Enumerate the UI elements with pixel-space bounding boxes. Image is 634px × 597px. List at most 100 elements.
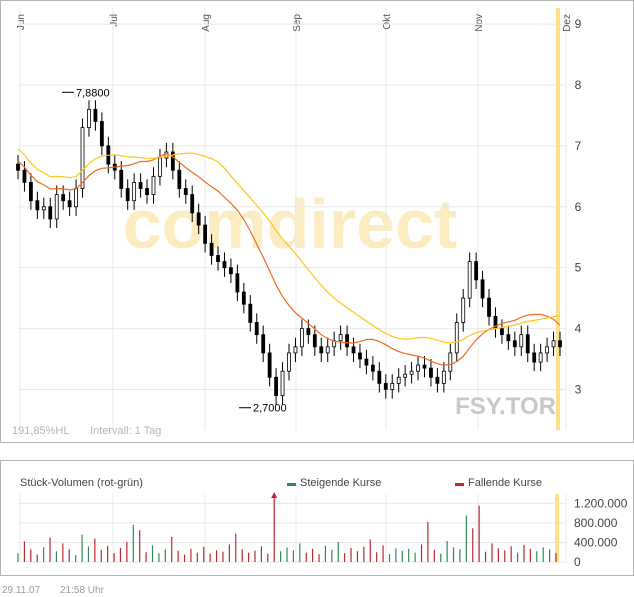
candle-body <box>145 188 149 195</box>
candle-body <box>532 352 537 363</box>
legend-rising-label: Steigende Kurse <box>300 477 381 489</box>
candle-body <box>216 255 220 262</box>
candle-body <box>325 346 330 354</box>
candle-body <box>409 370 414 375</box>
candle-body <box>358 352 362 360</box>
candle-body <box>35 200 40 211</box>
candle-body <box>416 364 420 372</box>
candle-body <box>16 163 20 171</box>
candle-body <box>474 261 479 281</box>
candle-body <box>190 194 195 214</box>
candle-body <box>254 322 259 336</box>
candle-body <box>203 224 208 244</box>
candle-body <box>480 279 485 299</box>
candle-body <box>383 382 388 390</box>
candle-body <box>500 328 504 336</box>
candle-body <box>261 334 266 354</box>
interval-info: Intervall: 1 Tag <box>90 425 161 437</box>
candle-body <box>29 182 33 202</box>
legend-rising-swatch <box>287 483 296 486</box>
candle-body <box>183 188 188 195</box>
candle-body <box>229 267 233 275</box>
candle-body <box>441 370 446 384</box>
candle-body <box>461 297 466 323</box>
candle-body <box>312 334 317 348</box>
candle-body <box>235 273 240 293</box>
candle-body <box>222 261 227 269</box>
candle-body <box>338 334 343 342</box>
candle-body <box>177 169 182 189</box>
price-tick-label: 6 <box>575 200 582 214</box>
candle-body <box>267 352 272 378</box>
moving-average-short <box>17 153 561 366</box>
candle-body <box>545 346 549 354</box>
candle-body <box>403 373 408 378</box>
candle-body <box>435 376 440 384</box>
candle-body <box>538 352 543 363</box>
candle-body <box>429 367 433 378</box>
candle-body <box>487 297 491 317</box>
price-tick-label: 3 <box>575 382 582 396</box>
candle-body <box>54 194 59 220</box>
candle-body <box>80 127 85 189</box>
extreme-value-label: 7,8800 <box>76 87 110 99</box>
legend-falling-swatch <box>455 483 464 486</box>
volume-tick-label: 800.000 <box>574 516 618 530</box>
candle-body <box>287 352 291 372</box>
candle-body <box>396 376 401 384</box>
candle-body <box>241 291 246 305</box>
price-panel <box>0 0 634 443</box>
month-tick-label: Okt <box>382 14 393 30</box>
candle-body <box>22 169 27 183</box>
candle-body <box>61 194 66 202</box>
candle-body <box>74 188 78 208</box>
price-tick-label: 7 <box>575 139 582 153</box>
watermark: comdirect <box>123 185 458 263</box>
volume-overflow-arrow <box>271 492 278 498</box>
candle-body <box>93 108 98 122</box>
candle-body <box>138 182 143 189</box>
candle-body <box>377 370 382 384</box>
candle-body <box>119 169 124 189</box>
hl-info: 191,85%HL <box>12 425 70 437</box>
candle-body <box>293 346 298 354</box>
candle-body <box>280 370 285 396</box>
candle-body <box>170 151 175 171</box>
candle-body <box>319 346 324 354</box>
extreme-value-label: 2,7000 <box>253 403 287 415</box>
candle-body <box>48 206 53 220</box>
candle-body <box>248 303 253 323</box>
candle-body <box>125 188 130 202</box>
volume-title: Stück-Volumen (rot-grün) <box>20 477 143 489</box>
candle-body <box>196 212 201 226</box>
candle-body <box>41 206 46 211</box>
symbol-label: FSY.TOR <box>455 393 556 420</box>
month-tick-label: Jun <box>16 14 27 30</box>
month-tick-label: Nov <box>474 14 485 32</box>
volume-tick-label: 0 <box>574 555 581 569</box>
month-tick-label: Jul <box>109 14 120 27</box>
candle-body <box>525 334 530 354</box>
candle-body <box>274 376 278 396</box>
candle-body <box>364 358 369 366</box>
candle-body <box>506 334 511 342</box>
candle-body <box>512 340 517 348</box>
footer-time: 21:58 Uhr <box>60 585 105 596</box>
candle-body <box>209 242 214 256</box>
volume-tick-label: 1.200.000 <box>574 496 628 510</box>
candle-body <box>422 364 427 369</box>
candle-body <box>390 382 395 390</box>
volume-tick-label: 400.000 <box>574 535 618 549</box>
month-tick-label: Sep <box>292 14 303 32</box>
footer-date: 29.11.07 <box>2 585 41 596</box>
candle-body <box>467 261 472 299</box>
month-tick-label: Dez <box>562 14 573 32</box>
legend-falling-label: Fallende Kurse <box>468 477 542 489</box>
price-tick-label: 5 <box>575 261 582 275</box>
candle-body <box>132 182 137 202</box>
candle-body <box>370 364 375 372</box>
candle-body <box>87 108 91 129</box>
candle-body <box>345 334 349 348</box>
candle-body <box>558 340 562 348</box>
